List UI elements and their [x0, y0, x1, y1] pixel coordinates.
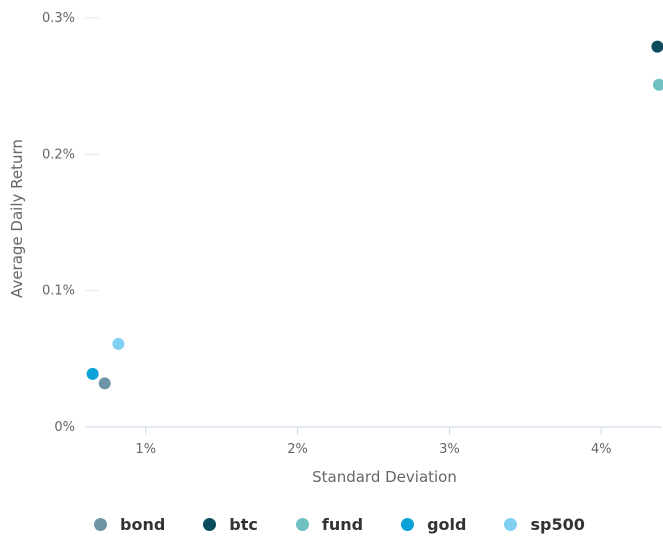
x-tick-label: 2%: [287, 442, 308, 457]
y-axis-ticks: 0% 0.1% 0.2% 0.3%: [42, 11, 99, 435]
data-point-bond[interactable]: [98, 377, 111, 390]
legend-marker-icon: [295, 517, 309, 531]
legend-marker-icon: [504, 517, 518, 531]
data-point-gold[interactable]: [86, 367, 99, 380]
legend-marker-icon: [401, 517, 415, 531]
x-tick-label: 4%: [591, 442, 612, 457]
data-point-fund[interactable]: [652, 78, 663, 91]
y-tick-label: 0.3%: [42, 11, 75, 26]
x-axis-title: Standard Deviation: [312, 468, 457, 486]
legend-label: btc: [229, 514, 258, 534]
y-tick-label: 0%: [54, 420, 75, 435]
x-tick-label: 1%: [135, 442, 156, 457]
legend-label: fund: [321, 514, 364, 534]
legend-item-btc[interactable]: btc: [203, 515, 258, 534]
data-point-sp500[interactable]: [112, 337, 125, 350]
y-axis-title: Average Daily Return: [8, 139, 26, 298]
legend-label: bond: [120, 514, 166, 534]
legend-label: sp500: [530, 514, 585, 534]
legend-item-fund[interactable]: fund: [295, 514, 364, 534]
legend-item-sp500[interactable]: sp500: [504, 514, 585, 534]
legend-marker-icon: [203, 517, 217, 531]
legend-item-gold[interactable]: gold: [401, 515, 466, 534]
y-tick-label: 0.1%: [42, 284, 75, 299]
legend-marker-icon: [94, 517, 107, 531]
x-axis-ticks: 1% 2% 3% 4%: [135, 427, 612, 457]
legend: bond btc fund gold sp500: [94, 512, 623, 536]
x-tick-label: 3%: [439, 442, 460, 457]
data-point-btc[interactable]: [651, 40, 663, 53]
data-points: [86, 40, 663, 390]
scatter-chart: 0% 0.1% 0.2% 0.3% 1% 2% 3% 4% Standard Deviati…: [8, 11, 663, 486]
legend-label: gold: [427, 514, 467, 534]
y-tick-label: 0.2%: [42, 147, 75, 162]
legend-item-bond[interactable]: bond: [94, 515, 165, 534]
